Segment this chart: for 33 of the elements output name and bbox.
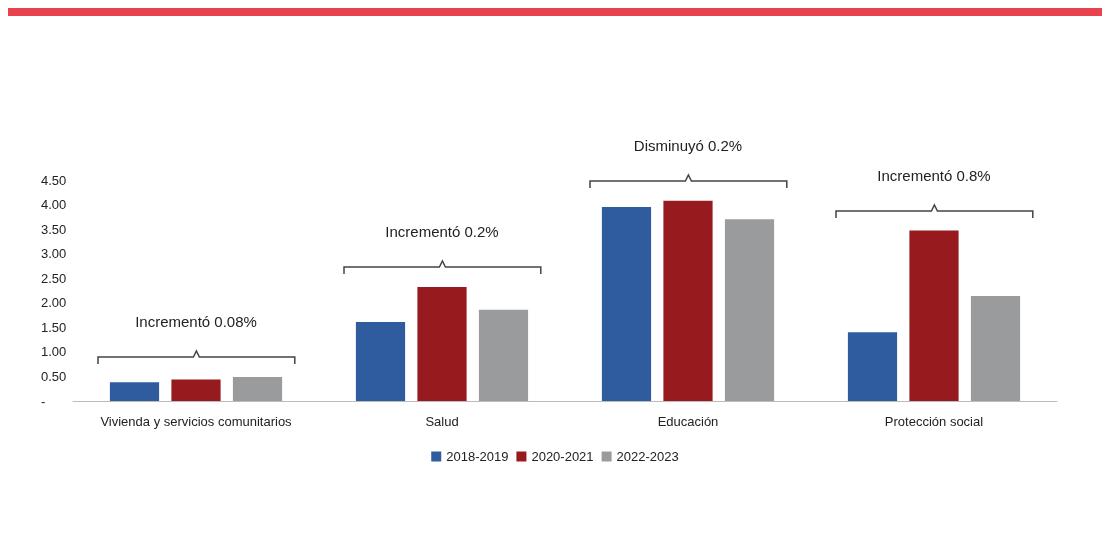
text: Disminuyó 0.2% bbox=[632, 136, 744, 154]
legend-label: 2020-2021 bbox=[531, 449, 594, 464]
bar bbox=[171, 379, 221, 401]
bar bbox=[109, 382, 160, 401]
y-tick-label: 4.50 bbox=[41, 172, 67, 188]
y-tick-label: 3.50 bbox=[41, 221, 67, 237]
y-tick-label: 1.00 bbox=[41, 344, 67, 360]
legend-label: 2018-2019 bbox=[446, 449, 509, 464]
bar bbox=[478, 309, 529, 401]
bar bbox=[601, 207, 652, 401]
annotation: Incrementó 0.2% bbox=[384, 223, 500, 241]
bar bbox=[355, 321, 406, 401]
bar bbox=[847, 332, 898, 401]
x-tick-label: Protección social bbox=[884, 414, 984, 429]
x-tick-label: Salud bbox=[425, 414, 459, 429]
annotation: Incrementó 0.08% bbox=[135, 312, 257, 330]
bar bbox=[724, 219, 775, 401]
bar bbox=[970, 295, 1021, 401]
bar bbox=[232, 376, 283, 401]
y-tick-label: 0.50 bbox=[41, 368, 67, 384]
bar bbox=[909, 230, 959, 401]
y-tick-label: - bbox=[41, 393, 46, 409]
y-tick-label: 2.50 bbox=[41, 270, 67, 286]
bar bbox=[663, 200, 713, 401]
bar bbox=[417, 287, 467, 401]
x-tick-label: Educación bbox=[657, 414, 719, 429]
y-tick-label: 2.00 bbox=[41, 295, 67, 311]
y-tick-label: 1.50 bbox=[41, 319, 67, 335]
y-tick-label: 4.00 bbox=[41, 197, 67, 213]
x-tick-label: Vivienda y servicios comunitarios bbox=[100, 414, 293, 429]
y-tick-label: 3.00 bbox=[41, 246, 67, 262]
legend-label: 2022-2023 bbox=[616, 449, 679, 464]
annotation: Incrementó 0.8% bbox=[876, 166, 992, 184]
